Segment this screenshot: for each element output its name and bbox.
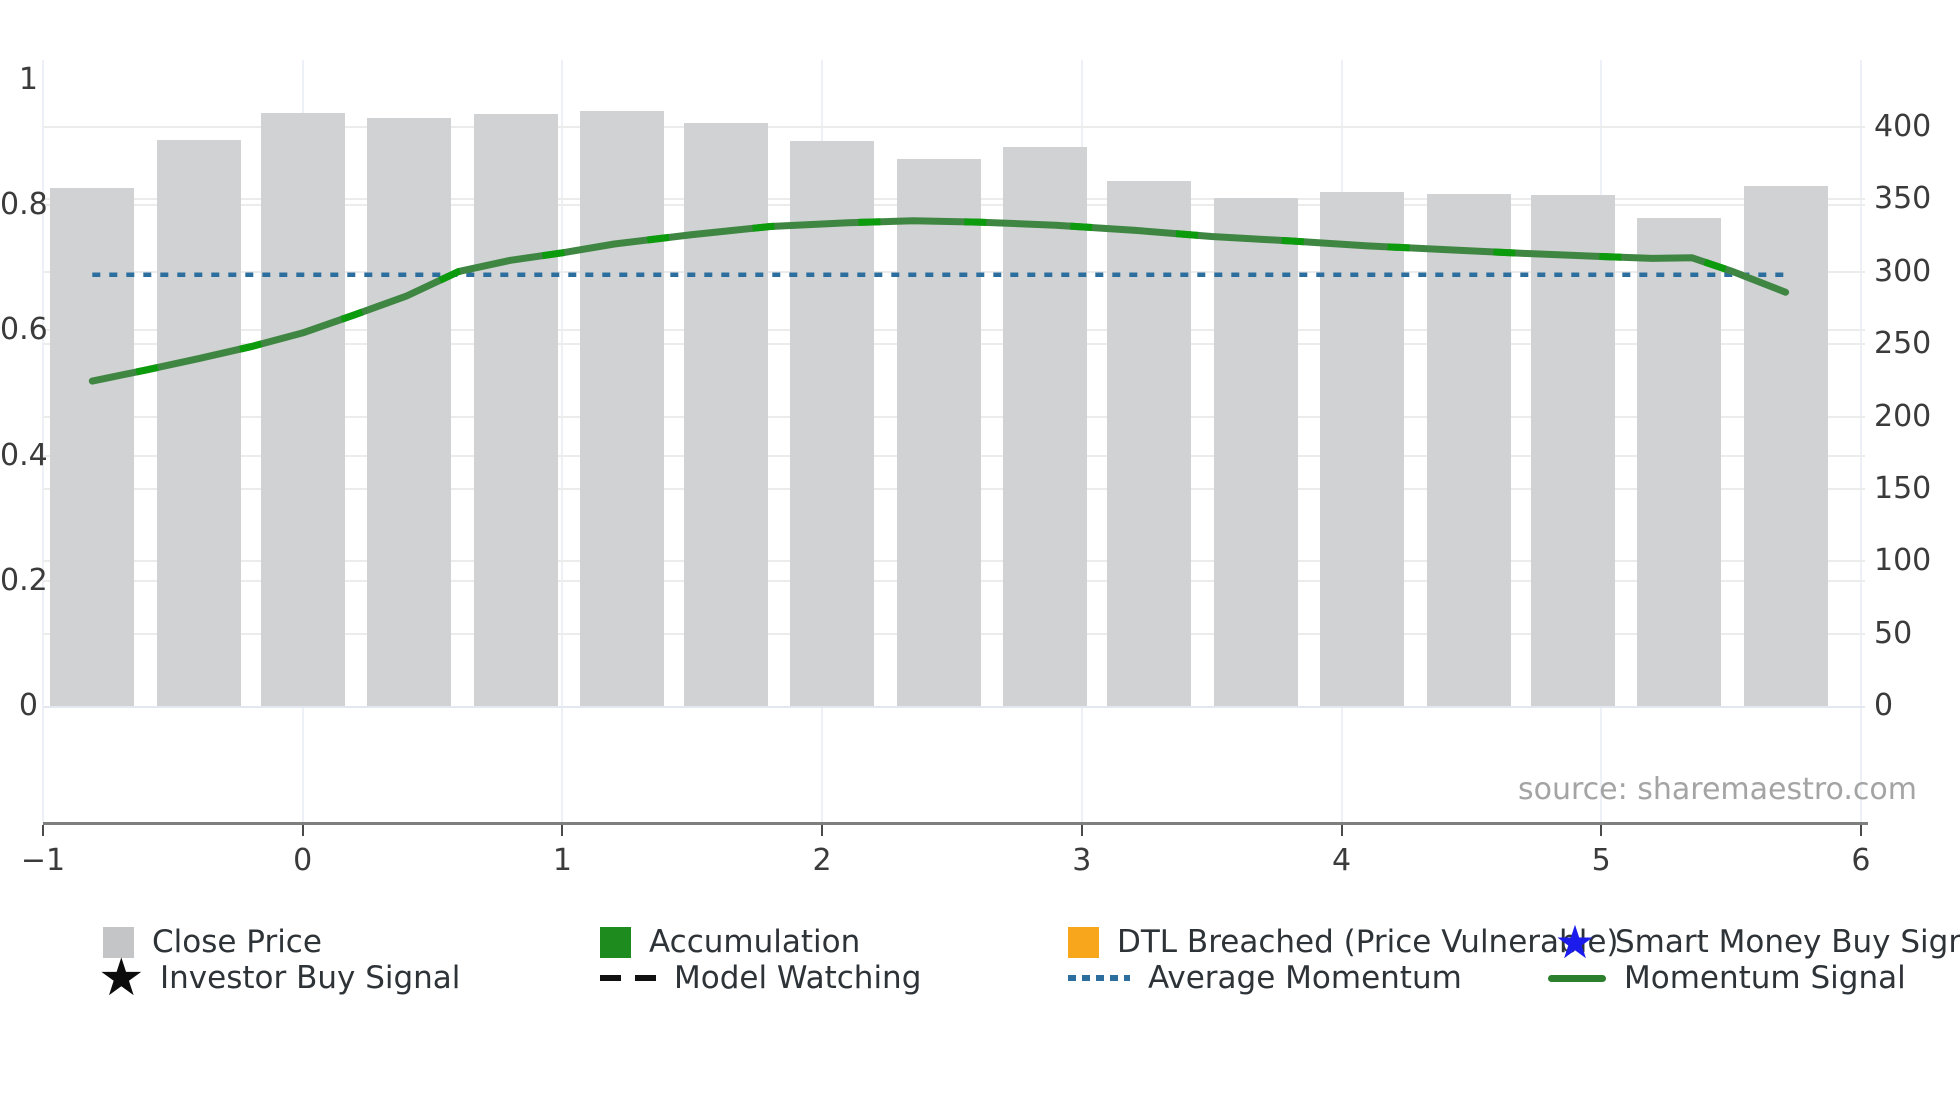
y-right-tick-label: 250 bbox=[1874, 326, 1932, 362]
x-tick-label: 3 bbox=[1072, 843, 1092, 878]
legend-label: Close Price bbox=[152, 924, 322, 960]
legend-item-close-price[interactable]: Close Price bbox=[103, 921, 322, 963]
legend-label: Accumulation bbox=[649, 924, 861, 960]
y-right-tick-label: 350 bbox=[1874, 181, 1932, 217]
h-gridline-right bbox=[43, 126, 1865, 128]
close-price-bar bbox=[1426, 193, 1511, 706]
y-right-tick-label: 300 bbox=[1874, 253, 1932, 289]
x-tick-label: 5 bbox=[1591, 843, 1611, 878]
close-price-bar bbox=[473, 113, 558, 706]
y-left-tick-label: 0 bbox=[18, 688, 38, 723]
close-price-bar bbox=[684, 122, 768, 706]
legend-item-smart-money-buy-signal[interactable]: ★ Smart Money Buy Signal bbox=[1553, 915, 1960, 969]
y-right-tick-label: 200 bbox=[1874, 398, 1932, 434]
legend-label: Momentum Signal bbox=[1624, 960, 1906, 996]
momentum-signal-line bbox=[88, 217, 1790, 385]
blue-dotted-line-icon bbox=[1068, 975, 1130, 981]
y-left-tick-label: 0.4 bbox=[0, 437, 48, 473]
x-tick-mark bbox=[42, 825, 44, 836]
x-axis-line bbox=[43, 822, 1868, 825]
x-tick-mark bbox=[1340, 825, 1343, 836]
accumulation-swatch-icon bbox=[600, 926, 631, 958]
x-tick-mark bbox=[1859, 825, 1862, 836]
legend-label: Investor Buy Signal bbox=[160, 960, 461, 996]
close-price-bar bbox=[367, 118, 452, 706]
close-price-bar bbox=[1637, 218, 1722, 706]
x-tick-mark bbox=[561, 825, 564, 836]
legend-item-accumulation[interactable]: Accumulation bbox=[600, 921, 860, 963]
v-gridline bbox=[561, 60, 564, 822]
y-right-tick-label: 100 bbox=[1874, 543, 1932, 579]
source-note: source: sharemaestro.com bbox=[1518, 772, 1917, 807]
y-left-tick-label: 0.6 bbox=[0, 312, 48, 348]
close-price-bar bbox=[1530, 195, 1615, 706]
close-price-bar bbox=[790, 141, 875, 706]
y-right-tick-label: 0 bbox=[1874, 688, 1894, 723]
y-left-tick-label: 0.8 bbox=[0, 187, 48, 223]
legend-item-average-momentum[interactable]: Average Momentum bbox=[1068, 957, 1462, 999]
zero-gridline bbox=[43, 706, 1865, 708]
close-price-bar bbox=[1003, 147, 1088, 706]
legend-item-investor-buy-signal[interactable]: ★ Investor Buy Signal bbox=[98, 948, 461, 1008]
momentum-accumulation-dashes bbox=[91, 217, 1787, 385]
close-price-swatch-icon bbox=[103, 926, 134, 958]
legend-item-dtl-breached[interactable]: DTL Breached (Price Vulnerable) bbox=[1068, 921, 1618, 963]
close-price-bar bbox=[1320, 192, 1405, 706]
x-tick-label: 6 bbox=[1851, 843, 1871, 878]
legend-label: Model Watching bbox=[674, 960, 922, 996]
legend-label: Average Momentum bbox=[1148, 960, 1462, 996]
y-right-tick-label: 150 bbox=[1874, 470, 1932, 506]
close-price-bar bbox=[1213, 197, 1298, 706]
y-right-tick-label: 50 bbox=[1874, 615, 1913, 651]
y-left-tick-label: 1 bbox=[18, 62, 38, 97]
close-price-bar bbox=[156, 140, 241, 706]
black-star-icon: ★ bbox=[98, 948, 145, 1008]
x-tick-label: 4 bbox=[1331, 843, 1352, 878]
x-tick-label: 0 bbox=[293, 843, 313, 878]
dtl-breached-swatch-icon bbox=[1068, 926, 1099, 958]
x-tick-mark bbox=[1600, 825, 1603, 836]
close-price-bar bbox=[1107, 180, 1192, 706]
legend-label: Smart Money Buy Signal bbox=[1615, 924, 1960, 960]
close-price-bar bbox=[1743, 186, 1828, 706]
close-price-bar bbox=[896, 158, 981, 706]
black-dash-line-icon bbox=[600, 975, 656, 981]
y-left-tick-label: 0.2 bbox=[0, 562, 48, 598]
green-line-icon bbox=[1548, 974, 1606, 982]
blue-star-icon: ★ bbox=[1554, 915, 1596, 969]
legend-item-momentum-signal[interactable]: Momentum Signal bbox=[1548, 957, 1906, 999]
v-gridline bbox=[1859, 60, 1862, 822]
x-tick-mark bbox=[821, 825, 824, 836]
v-gridline bbox=[42, 60, 44, 822]
x-tick-mark bbox=[1080, 825, 1083, 836]
y-right-tick-label: 400 bbox=[1874, 109, 1932, 144]
close-price-bar bbox=[580, 111, 665, 706]
x-tick-label: −1 bbox=[20, 843, 66, 878]
x-tick-label: 2 bbox=[812, 843, 832, 878]
legend-label: DTL Breached (Price Vulnerable) bbox=[1117, 924, 1619, 960]
x-tick-label: 1 bbox=[552, 843, 572, 878]
close-price-bar bbox=[260, 112, 345, 706]
legend-item-model-watching[interactable]: Model Watching bbox=[600, 957, 921, 999]
x-tick-mark bbox=[301, 825, 304, 836]
